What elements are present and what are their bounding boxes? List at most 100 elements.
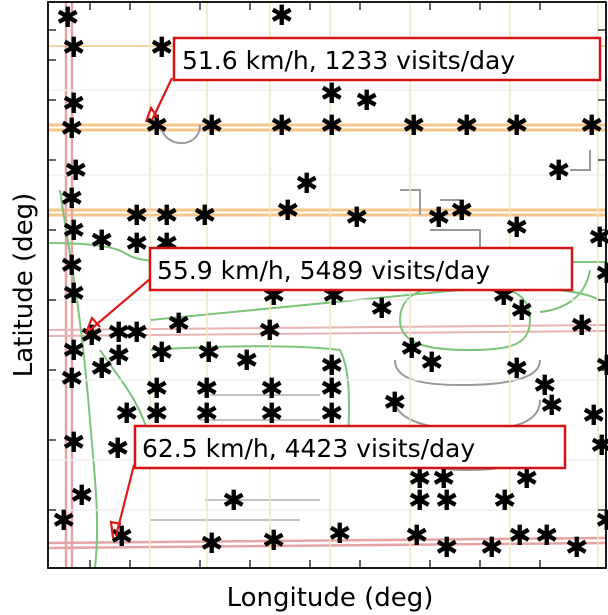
sensor-marker: ✱ xyxy=(295,167,318,200)
callout-box xyxy=(172,36,602,82)
freeway-road xyxy=(47,324,607,337)
callout-arrow xyxy=(89,278,151,331)
sensor-marker: ✱ xyxy=(493,484,516,517)
sensor-marker: ✱ xyxy=(505,109,528,142)
sensor-marker: ✱ xyxy=(90,352,113,385)
sensor-marker: ✱ xyxy=(408,462,431,495)
callout-1: 51.6 km/h, 1233 visits/day xyxy=(172,36,602,82)
sensor-marker: ✱ xyxy=(107,316,130,349)
sensor-marker: ✱ xyxy=(400,332,423,365)
callout-box xyxy=(133,424,567,470)
callout-label: 62.5 km/h, 4423 visits/day xyxy=(142,434,475,463)
sensor-marker: ✱ xyxy=(107,339,130,372)
sensor-marker: ✱ xyxy=(505,211,528,244)
ramp-road xyxy=(59,189,99,569)
sensor-marker: ✱ xyxy=(195,397,218,430)
sensor-marker: ✱ xyxy=(60,182,83,215)
sensor-marker: ✱ xyxy=(106,432,129,465)
sensor-marker: ✱ xyxy=(125,227,148,260)
sensor-markers: ✱ ✱ ✱ ✱ ✱ ✱ ✱ ✱ ✱ ✱ ✱ ✱ ✱ ✱ ✱ ✱ ✱ ✱ ✱ ✱ … xyxy=(52,0,608,564)
x-axis-ticks xyxy=(89,2,541,568)
sensor-marker: ✱ xyxy=(222,484,245,517)
sensor-marker: ✱ xyxy=(320,372,343,405)
callout-arrow xyxy=(144,105,159,123)
sensor-marker: ✱ xyxy=(125,316,148,349)
sensor-marker: ✱ xyxy=(125,199,148,232)
sensor-marker: ✱ xyxy=(370,292,393,325)
sensor-marker: ✱ xyxy=(62,214,85,247)
sensor-marker: ✱ xyxy=(62,87,85,120)
callout-2: 55.9 km/h, 5489 visits/day xyxy=(148,246,574,292)
sensor-marker: ✱ xyxy=(60,249,83,282)
sensor-marker: ✱ xyxy=(408,484,431,517)
x-axis-label: Longitude (deg) xyxy=(227,583,434,613)
sensor-marker: ✱ xyxy=(547,154,570,187)
sensor-marker: ✱ xyxy=(595,504,608,537)
sensor-marker: ✱ xyxy=(52,504,75,537)
street-road xyxy=(150,499,320,521)
sensor-marker: ✱ xyxy=(195,372,218,405)
highway-road xyxy=(48,208,606,217)
sensor-marker: ✱ xyxy=(200,527,223,560)
sensor-marker: ✱ xyxy=(328,517,351,550)
sensor-marker: ✱ xyxy=(405,519,428,552)
sensor-marker: ✱ xyxy=(427,201,450,234)
sensor-marker: ✱ xyxy=(150,31,173,64)
sensor-marker: ✱ xyxy=(145,397,168,430)
street-road xyxy=(570,150,591,171)
sensor-marker: ✱ xyxy=(167,307,190,340)
sensor-marker: ✱ xyxy=(505,352,528,385)
freeway-road xyxy=(47,536,607,550)
sensor-marker: ✱ xyxy=(262,524,285,557)
callout-box xyxy=(148,246,574,292)
sensor-marker: ✱ xyxy=(345,201,368,234)
sensor-marker: ✱ xyxy=(64,154,87,187)
callout-3: 62.5 km/h, 4423 visits/day xyxy=(133,424,567,470)
highway-road xyxy=(48,123,606,132)
sensor-marker: ✱ xyxy=(197,336,220,369)
sensor-marker: ✱ xyxy=(435,531,458,564)
sensor-marker: ✱ xyxy=(590,429,608,462)
callout-arrow xyxy=(84,315,101,334)
callout-label: 55.9 km/h, 5489 visits/day xyxy=(157,256,490,285)
ramp-road xyxy=(539,269,591,313)
sensor-marker: ✱ xyxy=(565,531,588,564)
sensor-marker: ✱ xyxy=(110,520,133,553)
sensor-marker: ✱ xyxy=(450,194,473,227)
sensor-marker: ✱ xyxy=(355,84,378,117)
sensor-marker: ✱ xyxy=(276,194,299,227)
sensor-marker: ✱ xyxy=(320,77,343,110)
sensor-marker: ✱ xyxy=(432,462,455,495)
sensor-marker: ✱ xyxy=(320,109,343,142)
sensor-marker: ✱ xyxy=(62,31,85,64)
plot-border xyxy=(47,1,607,569)
y-axis-ticks xyxy=(48,29,606,511)
sensor-marker: ✱ xyxy=(515,462,538,495)
sensor-marker: ✱ xyxy=(145,372,168,405)
sensor-marker: ✱ xyxy=(582,399,605,432)
sensor-marker: ✱ xyxy=(402,109,425,142)
street-road xyxy=(430,229,481,250)
sensor-marker: ✱ xyxy=(595,349,608,382)
sensor-marker: ✱ xyxy=(535,519,558,552)
sensor-marker: ✱ xyxy=(80,319,103,352)
ramp-road xyxy=(149,345,351,441)
sensor-marker: ✱ xyxy=(200,109,223,142)
sensor-marker: ✱ xyxy=(320,349,343,382)
street-road xyxy=(400,189,460,215)
sensor-marker: ✱ xyxy=(155,199,178,232)
callout-arrow xyxy=(109,520,122,539)
sensor-marker: ✱ xyxy=(570,309,593,342)
sensor-marker: ✱ xyxy=(270,109,293,142)
sensor-marker: ✱ xyxy=(508,519,531,552)
sensor-marker: ✱ xyxy=(383,386,406,419)
sensor-marker: ✱ xyxy=(60,112,83,145)
sensor-marker: ✱ xyxy=(270,0,293,32)
street-grid xyxy=(48,89,606,511)
sensor-marker: ✱ xyxy=(260,372,283,405)
sensor-marker: ✱ xyxy=(56,1,79,34)
sensor-marker: ✱ xyxy=(62,334,85,367)
sensor-marker: ✱ xyxy=(455,109,478,142)
sensor-marker: ✱ xyxy=(115,397,138,430)
